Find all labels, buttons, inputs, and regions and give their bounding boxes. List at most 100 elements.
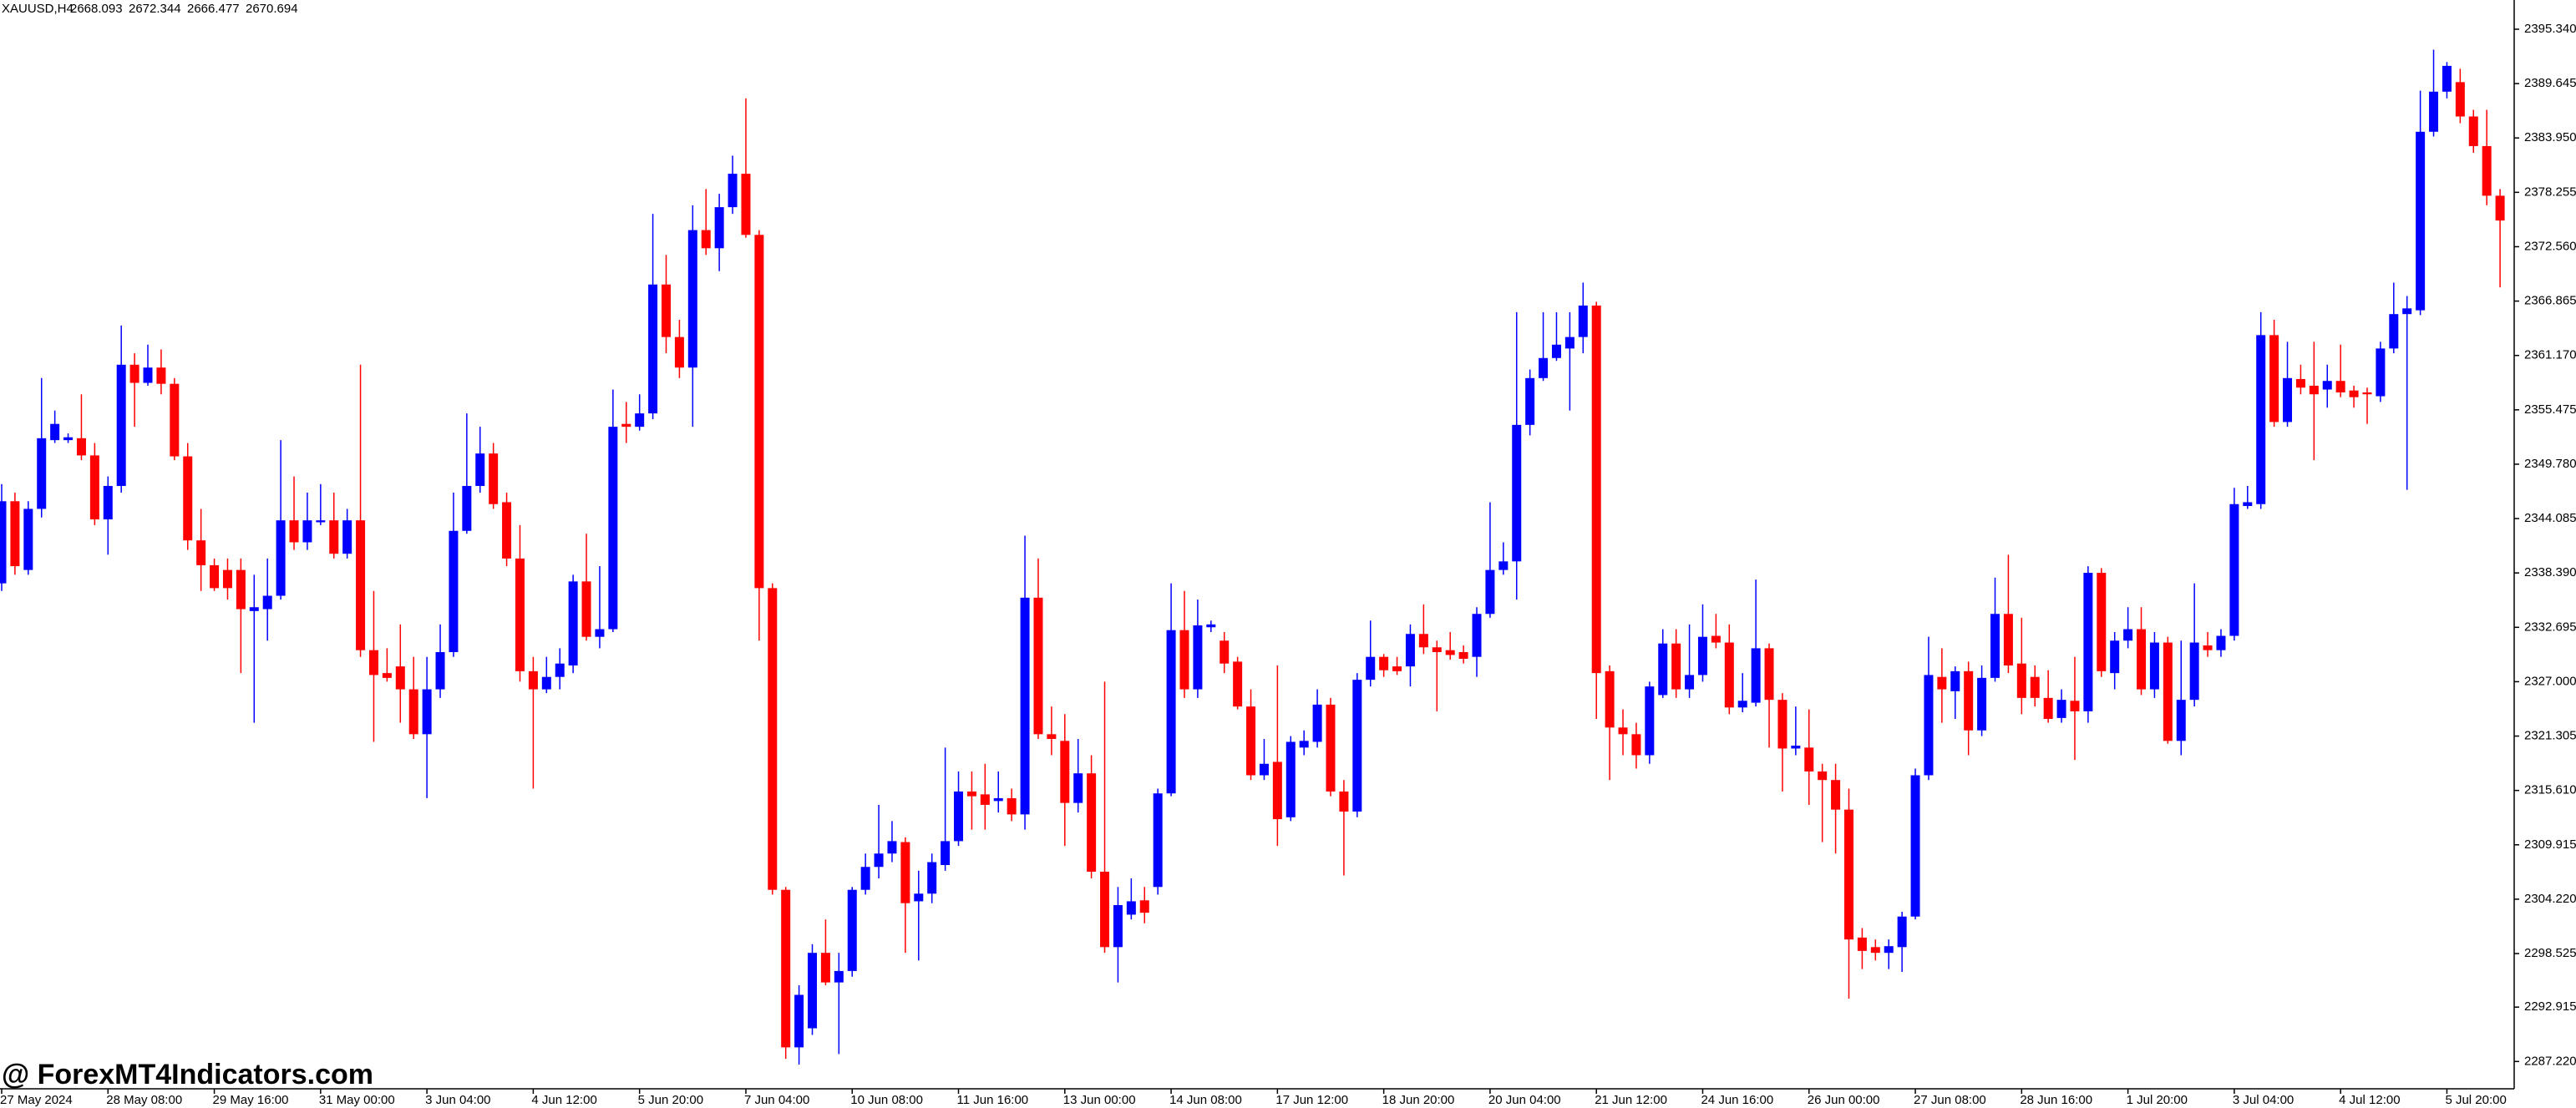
candle-body xyxy=(648,284,658,414)
candle-body xyxy=(701,230,711,249)
candle-body xyxy=(1671,643,1681,690)
candle-body xyxy=(2335,381,2345,392)
candle-body xyxy=(2455,82,2465,117)
candle-body xyxy=(860,867,870,890)
x-tick-label: 20 Jun 04:00 xyxy=(1488,1093,1561,1107)
candle-body xyxy=(2016,663,2026,698)
y-tick-label: 2366.865 xyxy=(2524,294,2576,308)
candle-body xyxy=(1870,947,1880,954)
candle-body xyxy=(1220,640,1230,664)
candle-body xyxy=(1764,648,1774,701)
candle-body xyxy=(1472,614,1482,657)
y-tick-label: 2304.220 xyxy=(2524,892,2576,906)
candle-body xyxy=(2283,377,2293,422)
candle-body xyxy=(76,438,86,456)
candle-body xyxy=(1339,791,1349,812)
candle-body xyxy=(595,629,605,637)
candle-body xyxy=(395,666,405,690)
candle-body xyxy=(1366,656,1376,680)
candle-body xyxy=(2070,701,2080,711)
candle-body xyxy=(1791,746,1801,749)
candle-body xyxy=(475,453,485,487)
candle-body xyxy=(1950,670,1960,691)
x-tick-label: 1 Jul 20:00 xyxy=(2127,1093,2188,1107)
candle-body xyxy=(2056,700,2066,718)
candle-body xyxy=(1685,675,1695,690)
candle-body xyxy=(1631,734,1641,756)
candle-body xyxy=(1897,916,1907,948)
y-tick-label: 2383.950 xyxy=(2524,130,2576,144)
candle-body xyxy=(1299,741,1309,748)
candle-body xyxy=(1445,650,1455,655)
candle-body xyxy=(1884,946,1894,954)
y-tick-label: 2389.645 xyxy=(2524,76,2576,90)
watermark: @ ForexMT4Indicators.com xyxy=(2,1059,373,1090)
candle-body xyxy=(50,423,60,441)
candle-body xyxy=(2123,629,2133,641)
candle-body xyxy=(170,383,180,457)
candle-body xyxy=(515,558,525,671)
candle-body xyxy=(847,889,857,971)
candle-body xyxy=(1246,706,1256,776)
x-tick-label: 5 Jul 20:00 xyxy=(2445,1093,2506,1107)
candle-body xyxy=(1539,357,1549,378)
candle-body xyxy=(1352,680,1362,812)
x-tick-label: 10 Jun 08:00 xyxy=(850,1093,923,1107)
candle-body xyxy=(63,437,74,441)
candle-body xyxy=(156,367,166,384)
candle-body xyxy=(1551,344,1561,358)
candle-body xyxy=(1312,704,1322,742)
x-tick-label: 5 Jun 20:00 xyxy=(638,1093,703,1107)
candle-body xyxy=(329,520,339,554)
candle-body xyxy=(954,791,964,842)
x-tick-label: 3 Jul 04:00 xyxy=(2233,1093,2294,1107)
candle-body xyxy=(1060,741,1070,803)
candle-body xyxy=(741,174,751,235)
candle-body xyxy=(1166,630,1176,794)
candle-body xyxy=(1857,937,1867,951)
candle-body xyxy=(2468,116,2478,146)
y-tick-label: 2287.220 xyxy=(2524,1054,2576,1068)
candle-body xyxy=(489,453,499,504)
header-values: 2668.093 2672.344 2666.477 2670.694 xyxy=(70,2,298,16)
candle-body xyxy=(462,486,472,531)
candle-body xyxy=(116,364,126,487)
candle-body xyxy=(2189,642,2199,701)
candle-body xyxy=(2216,635,2226,650)
candle-body xyxy=(2429,91,2439,132)
candle-body xyxy=(1326,704,1336,792)
candle-body xyxy=(196,540,206,565)
candle-body xyxy=(1512,424,1522,562)
candle-body xyxy=(1285,741,1296,817)
candle-body xyxy=(1405,634,1415,667)
x-tick-label: 24 Jun 16:00 xyxy=(1701,1093,1773,1107)
header-value: 2670.694 xyxy=(246,2,298,16)
candle-body xyxy=(23,508,33,570)
candle-body xyxy=(2416,131,2426,311)
candle-body xyxy=(1020,597,1030,815)
candle-body xyxy=(568,581,578,665)
candle-body xyxy=(1711,635,1721,643)
candle-body xyxy=(2389,314,2399,349)
candle-body xyxy=(1193,625,1203,690)
x-tick-label: 29 May 16:00 xyxy=(213,1093,289,1107)
candle-body xyxy=(2376,348,2386,397)
candle-body xyxy=(1990,614,2000,678)
candle-body xyxy=(0,501,7,584)
candle-body xyxy=(581,581,591,637)
candle-body xyxy=(1259,763,1269,776)
y-tick-label: 2395.340 xyxy=(2524,22,2576,36)
header-value: 2668.093 xyxy=(70,2,123,16)
y-tick-label: 2355.475 xyxy=(2524,402,2576,417)
candle-body xyxy=(687,230,697,368)
candle-body xyxy=(502,502,512,559)
candle-body xyxy=(276,520,286,596)
candle-body xyxy=(422,689,432,735)
candle-body xyxy=(1724,642,1734,708)
candle-body xyxy=(1937,676,1947,690)
x-tick-label: 26 Jun 00:00 xyxy=(1808,1093,1880,1107)
candle-body xyxy=(1525,377,1535,425)
candle-body xyxy=(528,670,538,690)
candle-body xyxy=(900,842,910,903)
